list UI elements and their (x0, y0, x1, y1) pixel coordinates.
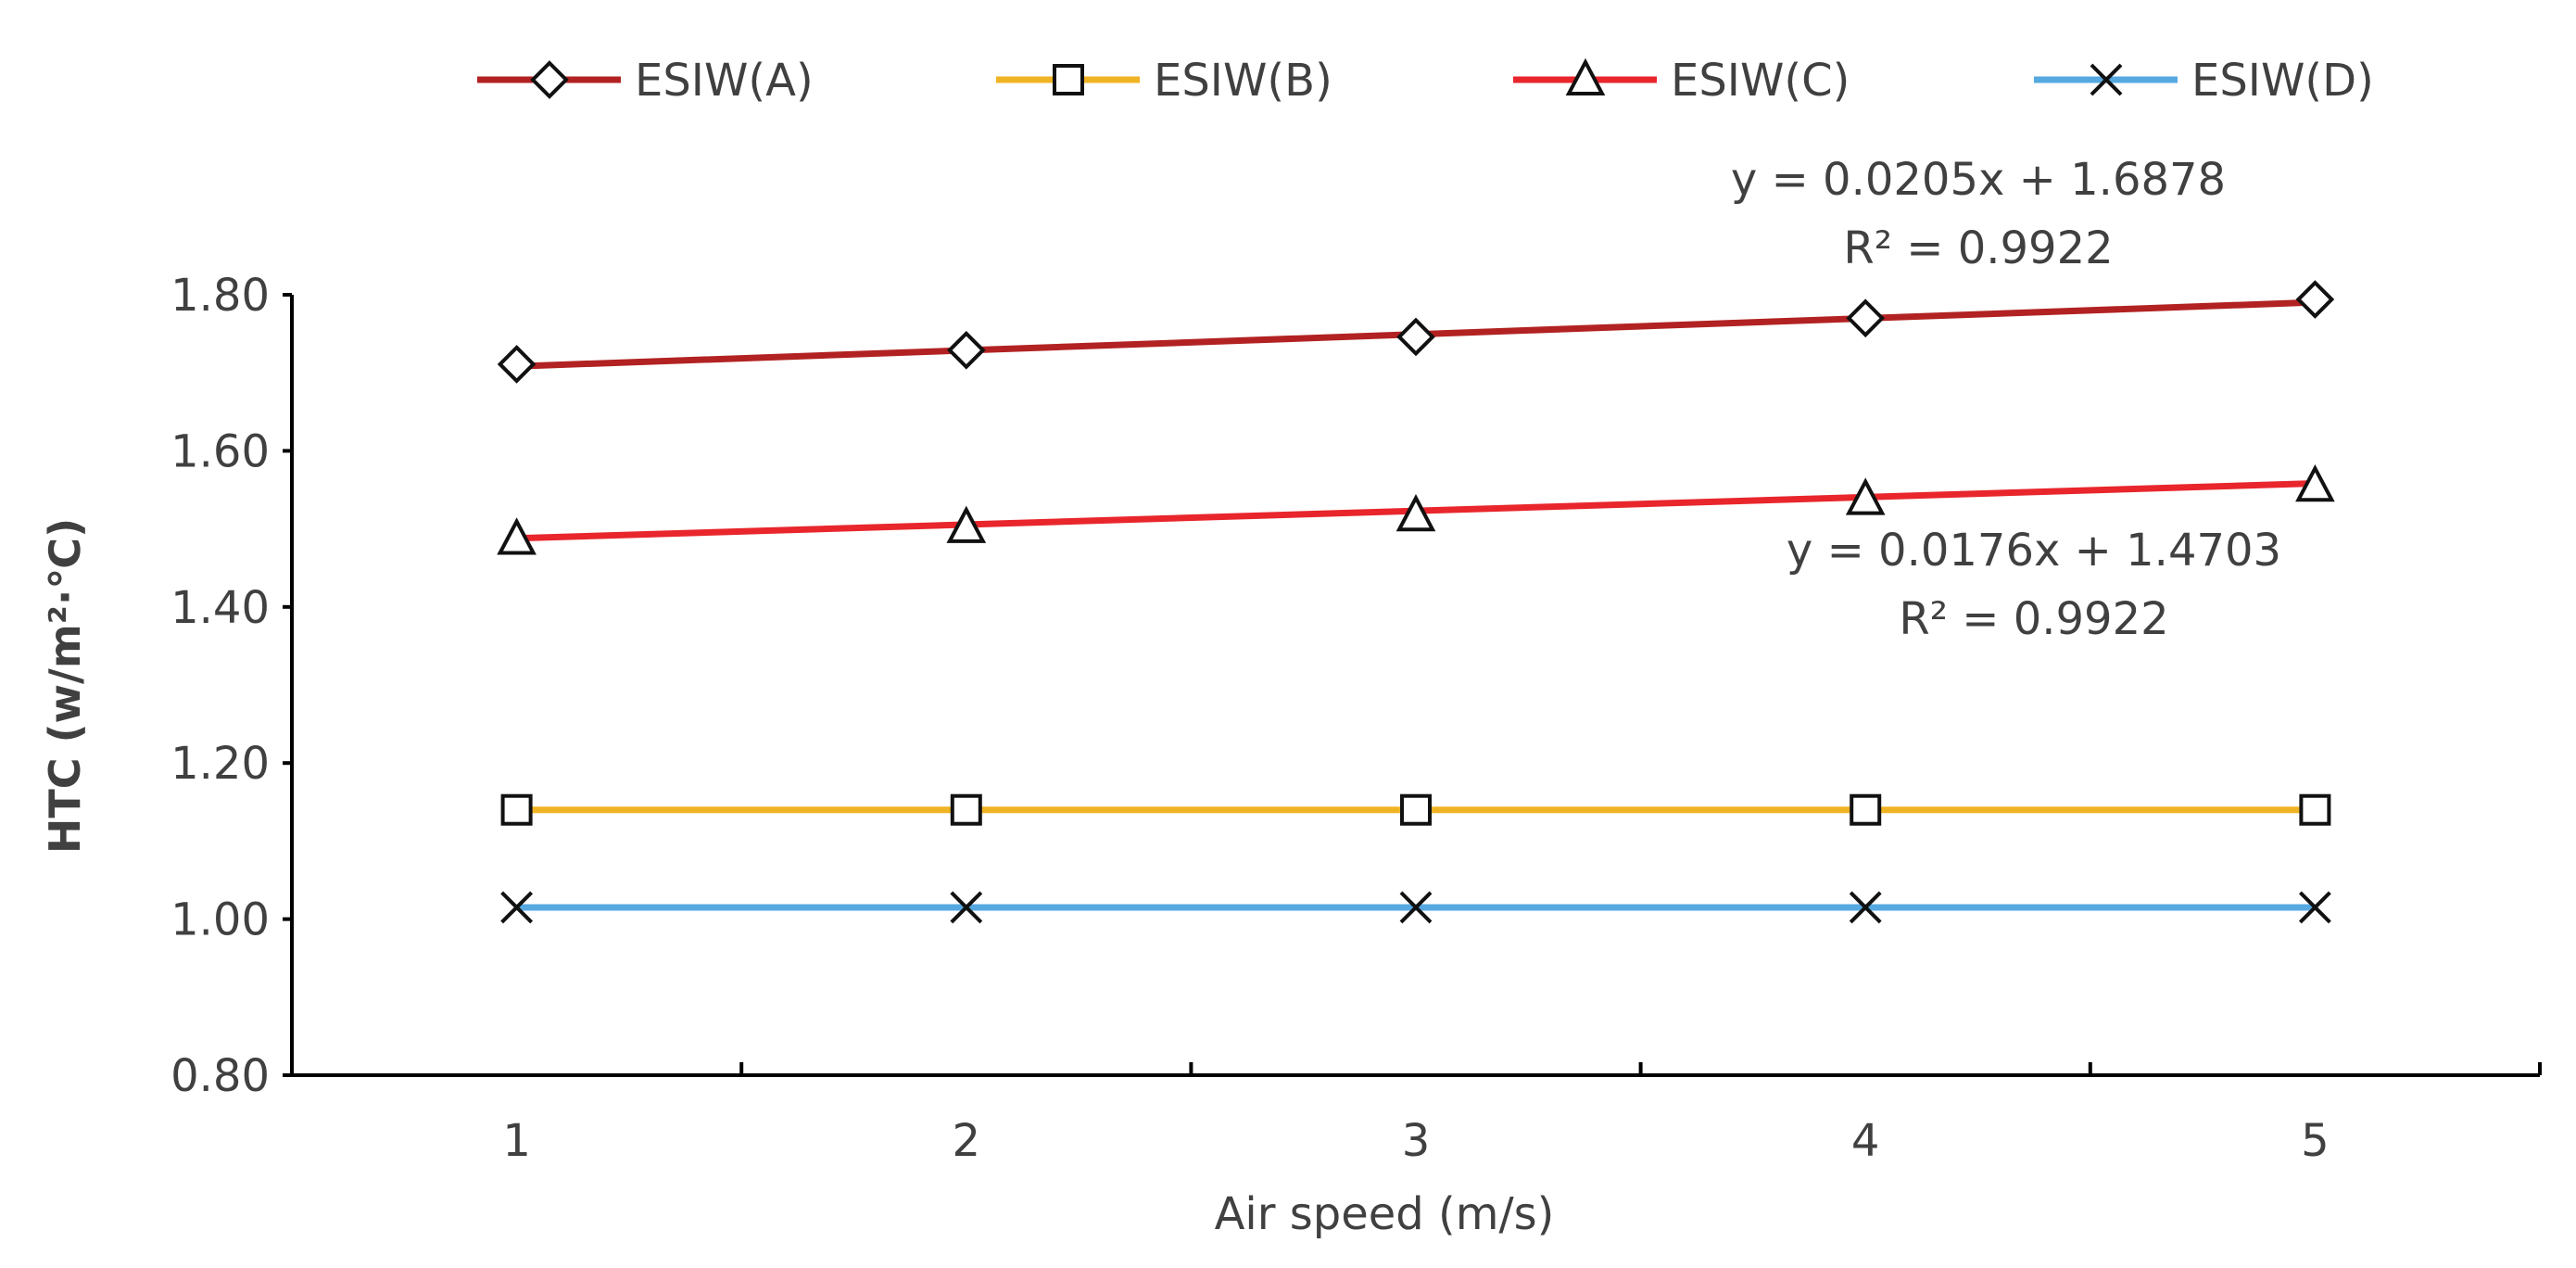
data-point (500, 891, 534, 924)
y-ticks: 0.80 1.00 1.20 1.40 1.60 1.80 (170, 270, 292, 1102)
legend-item: ESIW(B) (996, 55, 1332, 107)
y-tick-label: 1.40 (170, 582, 270, 634)
series-ESIW(B) (500, 793, 2331, 826)
axes: 0.80 1.00 1.20 1.40 1.60 1.80 1 2 3 4 5 (170, 270, 2542, 1167)
legend-item: ESIW(C) (1513, 55, 1850, 107)
legend-item: ESIW(D) (2034, 55, 2374, 107)
x-tick-label: 3 (1402, 1115, 1431, 1167)
x-axis-title: Air speed (m/s) (1215, 1188, 1555, 1240)
series-ESIW(D) (500, 891, 2331, 924)
y-tick-label: 1.80 (170, 270, 270, 322)
trendline-r2: R² = 0.9922 (1843, 222, 2113, 274)
data-point (950, 793, 982, 826)
y-tick-label: 0.80 (170, 1050, 270, 1102)
series-ESIW(A) (497, 280, 2335, 384)
data-point (1399, 891, 1433, 924)
y-axis-title: HTC (w/m²·℃) (40, 518, 90, 854)
y-tick-label: 1.00 (170, 894, 270, 946)
trendline-annotation: y = 0.0205x + 1.6878 R² = 0.9922 (1731, 154, 2226, 274)
trendline-r2: R² = 0.9922 (1899, 593, 2168, 645)
x-tick-label: 5 (2301, 1115, 2330, 1167)
x-tick-label: 1 (502, 1115, 531, 1167)
data-point (2295, 464, 2335, 502)
data-point (497, 517, 537, 555)
legend-marker (1053, 64, 1084, 95)
data-point (946, 330, 986, 370)
data-point (946, 505, 987, 543)
legend-label: ESIW(D) (2191, 55, 2374, 107)
data-point (500, 793, 533, 826)
y-tick-label: 1.60 (170, 425, 270, 477)
data-point (1849, 891, 1882, 924)
data-point (2298, 891, 2331, 924)
legend-item: ESIW(A) (477, 55, 814, 107)
legend-label: ESIW(C) (1671, 55, 1850, 107)
legend-label: ESIW(A) (635, 55, 814, 107)
data-point (2295, 280, 2335, 319)
series-layer (497, 280, 2335, 924)
data-point (1396, 317, 1435, 357)
series-ESIW(C) (497, 464, 2335, 555)
data-point (1846, 298, 1886, 338)
legend-marker (1565, 57, 1606, 95)
x-tick-label: 4 (1851, 1115, 1880, 1167)
trendline-annotation: y = 0.0176x + 1.4703 R² = 0.9922 (1787, 525, 2281, 645)
trendline-equation: y = 0.0205x + 1.6878 (1731, 154, 2226, 206)
y-tick-label: 1.20 (170, 738, 270, 790)
x-ticks: 1 2 3 4 5 (502, 1062, 2542, 1167)
legend-marker (530, 60, 569, 99)
x-tick-label: 2 (953, 1115, 981, 1167)
data-point (1850, 793, 1882, 826)
legend-label: ESIW(B) (1154, 55, 1332, 107)
legend-marker (2090, 63, 2123, 96)
trendline-equation: y = 0.0176x + 1.4703 (1787, 525, 2281, 577)
data-point (1395, 494, 1436, 532)
data-point (950, 891, 983, 924)
data-point (1400, 793, 1432, 826)
data-point (2299, 793, 2331, 826)
legend: ESIW(A) ESIW(B) ESIW(C) ESIW(D) (477, 55, 2374, 107)
data-point (497, 345, 537, 384)
data-point (1845, 477, 1886, 515)
